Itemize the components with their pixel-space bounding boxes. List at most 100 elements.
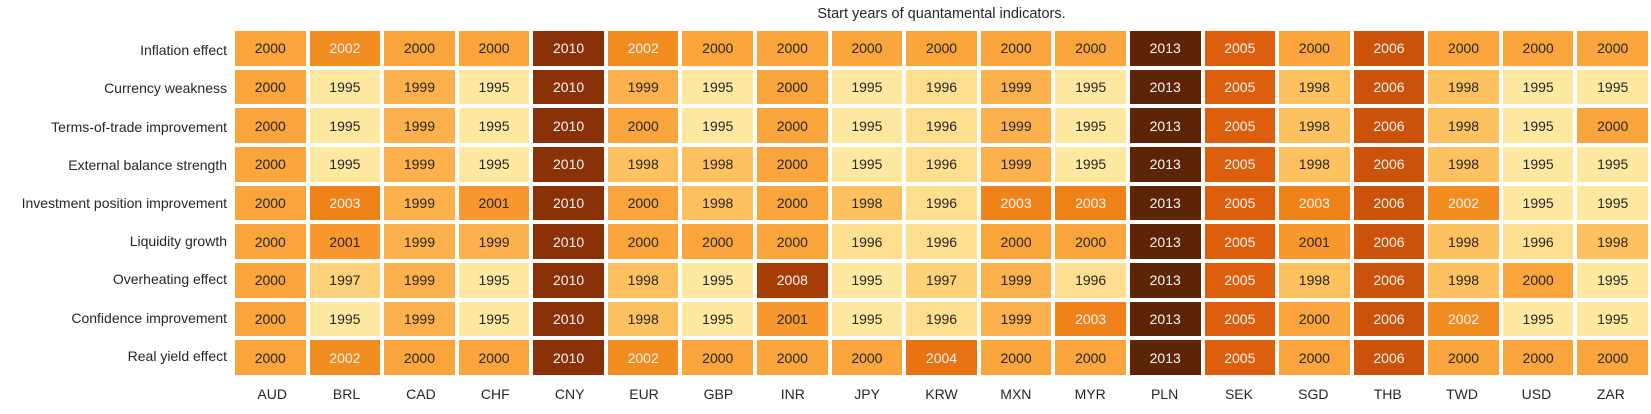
heatmap-cell: 2000 bbox=[682, 224, 754, 259]
heatmap-cell: 2000 bbox=[458, 31, 530, 66]
heatmap-cell: 2002 bbox=[607, 340, 679, 375]
heatmap-cell: 2013 bbox=[1129, 31, 1201, 66]
heatmap-cell: 2000 bbox=[1577, 31, 1648, 66]
heatmap-cell: 2000 bbox=[235, 301, 306, 337]
heatmap-cell: 1995 bbox=[1055, 108, 1126, 143]
heatmap-cell: 1999 bbox=[980, 108, 1052, 143]
heatmap-cell: 2013 bbox=[1129, 224, 1201, 259]
heatmap-cell: 1999 bbox=[384, 69, 455, 105]
heatmap-cell: 1998 bbox=[607, 263, 679, 298]
heatmap-cell: 1999 bbox=[384, 263, 455, 298]
heatmap-cell: 2000 bbox=[831, 340, 903, 375]
heatmap-cell: 2013 bbox=[1129, 340, 1201, 375]
heatmap-cell: 1995 bbox=[1577, 147, 1648, 182]
heatmap-cell: 2003 bbox=[1279, 185, 1350, 221]
heatmap-cell: 2000 bbox=[1055, 340, 1126, 375]
y-tick-label: Overheating effect bbox=[112, 271, 227, 288]
heatmap-cell: 2005 bbox=[1204, 31, 1276, 66]
x-tick-label: CHF bbox=[480, 386, 510, 402]
heatmap-cell: 1998 bbox=[1428, 69, 1499, 105]
heatmap-cell: 1998 bbox=[831, 185, 903, 221]
heatmap-cell: 1999 bbox=[458, 224, 530, 259]
heatmap-cell: 2000 bbox=[1279, 31, 1350, 66]
x-tick-label: USD bbox=[1521, 386, 1552, 402]
heatmap-cell: 1996 bbox=[906, 147, 977, 182]
x-tick-label: THB bbox=[1373, 386, 1402, 402]
heatmap-cell: 2000 bbox=[1577, 340, 1648, 375]
heatmap-cell: 1995 bbox=[1502, 301, 1574, 337]
heatmap-cell: 1996 bbox=[1055, 263, 1126, 298]
heatmap-cell: 2010 bbox=[533, 185, 604, 221]
x-tick-label: SEK bbox=[1224, 386, 1253, 402]
heatmap-cell: 2000 bbox=[682, 31, 754, 66]
y-tick-label: Real yield effect bbox=[127, 347, 227, 364]
x-tick-label: SGD bbox=[1298, 386, 1329, 402]
heatmap-cell: 2005 bbox=[1204, 263, 1276, 298]
heatmap-cell: 2000 bbox=[1279, 301, 1350, 337]
heatmap-cell: 2000 bbox=[235, 185, 306, 221]
heatmap-cell: 1996 bbox=[906, 301, 977, 337]
heatmap-cell: 2000 bbox=[458, 340, 530, 375]
heatmap-cell: 1995 bbox=[1502, 108, 1574, 143]
heatmap-cell: 2013 bbox=[1129, 301, 1201, 337]
y-axis-labels: Inflation effect Currency weakness Terms-o… bbox=[0, 31, 227, 375]
heatmap-cell: 2013 bbox=[1129, 185, 1201, 221]
heatmap-cell: 2003 bbox=[309, 185, 381, 221]
heatmap-cell: 1995 bbox=[682, 301, 754, 337]
heatmap-cell: 2000 bbox=[235, 340, 306, 375]
heatmap-cell: 1998 bbox=[1428, 263, 1499, 298]
heatmap-cell: 1999 bbox=[980, 147, 1052, 182]
heatmap-cell: 1998 bbox=[1279, 69, 1350, 105]
heatmap-cell: 2006 bbox=[1353, 108, 1425, 143]
heatmap-cell: 1999 bbox=[980, 69, 1052, 105]
heatmap-cell: 1998 bbox=[1279, 108, 1350, 143]
heatmap-cell: 1995 bbox=[458, 69, 530, 105]
heatmap-cell: 1999 bbox=[980, 263, 1052, 298]
heatmap-cell: 2006 bbox=[1353, 301, 1425, 337]
heatmap-cell: 1996 bbox=[906, 185, 977, 221]
heatmap-cell: 2013 bbox=[1129, 69, 1201, 105]
heatmap-cell: 1996 bbox=[906, 108, 977, 143]
y-tick-label: Confidence improvement bbox=[71, 309, 227, 326]
heatmap-cell: 1995 bbox=[309, 69, 381, 105]
heatmap-cell: 1995 bbox=[1055, 147, 1126, 182]
heatmap-cell: 1995 bbox=[309, 108, 381, 143]
x-tick-label: GBP bbox=[703, 386, 734, 402]
heatmap-cell: 2002 bbox=[309, 340, 381, 375]
heatmap-cell: 2010 bbox=[533, 69, 604, 105]
heatmap-cell: 1998 bbox=[1428, 147, 1499, 182]
heatmap-cell: 2000 bbox=[235, 263, 306, 298]
y-tick-label: Liquidity growth bbox=[129, 233, 227, 250]
heatmap-cell: 2005 bbox=[1204, 224, 1276, 259]
heatmap-cell: 1995 bbox=[458, 263, 530, 298]
heatmap-cell: 2004 bbox=[906, 340, 977, 375]
heatmap-cell: 1996 bbox=[906, 224, 977, 259]
heatmap-cell: 2000 bbox=[757, 224, 828, 259]
heatmap-cell: 1999 bbox=[384, 185, 455, 221]
heatmap-cell: 2006 bbox=[1353, 185, 1425, 221]
heatmap-cell: 2006 bbox=[1353, 147, 1425, 182]
heatmap-cell: 1996 bbox=[831, 224, 903, 259]
heatmap-cell: 2000 bbox=[906, 31, 977, 66]
heatmap-cell: 2002 bbox=[1428, 185, 1499, 221]
heatmap-cell: 2013 bbox=[1129, 147, 1201, 182]
heatmap-cell: 2003 bbox=[1055, 185, 1126, 221]
heatmap-cell: 2003 bbox=[980, 185, 1052, 221]
heatmap-cell: 1996 bbox=[906, 69, 977, 105]
heatmap-cell: 1995 bbox=[1577, 69, 1648, 105]
heatmap-cell: 1998 bbox=[682, 147, 754, 182]
chart-title: Start years of quantamental indicators. bbox=[817, 6, 1066, 22]
heatmap-cell: 1995 bbox=[1055, 69, 1126, 105]
heatmap-cell: 1995 bbox=[682, 263, 754, 298]
x-tick-label: INR bbox=[780, 386, 805, 402]
heatmap-cell: 1996 bbox=[1502, 224, 1574, 259]
heatmap-cell: 2008 bbox=[757, 263, 828, 298]
heatmap-cell: 2000 bbox=[980, 224, 1052, 259]
heatmap-cell: 1998 bbox=[607, 147, 679, 182]
heatmap-cell: 2005 bbox=[1204, 185, 1276, 221]
heatmap-cell: 2000 bbox=[757, 340, 828, 375]
heatmap-cell: 1995 bbox=[831, 147, 903, 182]
heatmap-cell: 1997 bbox=[309, 263, 381, 298]
heatmap-cell: 2000 bbox=[1502, 31, 1574, 66]
